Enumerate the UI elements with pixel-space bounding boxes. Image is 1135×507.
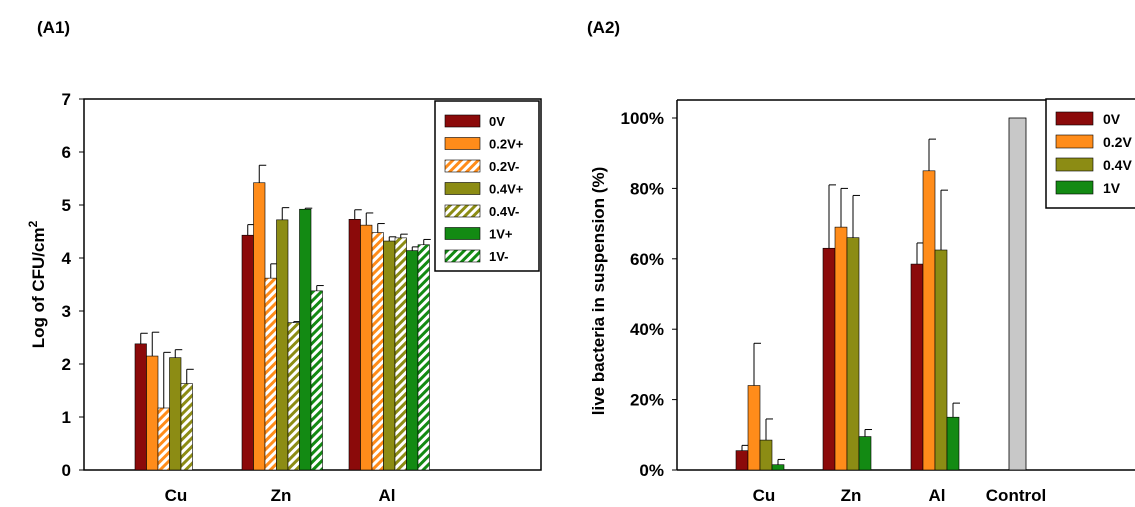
legend-swatch-0-4v xyxy=(1055,157,1094,172)
bar-0-4v-cu xyxy=(180,383,193,471)
legend-swatch-0v xyxy=(444,114,481,128)
legend-swatch-1v xyxy=(444,227,481,240)
legend-label-0v: 0V xyxy=(489,114,505,129)
y-tick-label-a2: 40% xyxy=(630,320,664,339)
chart-a2: 0% 20% 40% 60% 80% 100% live bacteria in suspe… xyxy=(589,98,1135,505)
legend-label-0-4v: 0.4V xyxy=(1103,157,1132,173)
y-tick-label-a1: 7 xyxy=(62,90,71,109)
y-tick-label-a1: 0 xyxy=(62,461,71,480)
bar-0v-cu xyxy=(134,343,147,471)
bar-0-2v-zn xyxy=(834,226,848,471)
y-tick-label-a1: 5 xyxy=(62,196,71,215)
x-tick-label-control: Control xyxy=(986,486,1046,505)
bar-0v-al xyxy=(910,263,924,471)
bar-0-4v-al xyxy=(383,240,396,471)
legend-swatch-0-2v xyxy=(1055,134,1094,149)
y-tick-label-a1: 6 xyxy=(62,143,71,162)
y-axis-label-a2: live bacteria in suspension (%) xyxy=(589,167,608,415)
bar-0v-al xyxy=(348,219,361,471)
bar-0v-zn xyxy=(822,247,836,471)
x-tick-label-al: Al xyxy=(379,486,396,505)
bar-1v-al xyxy=(406,250,419,471)
legend-swatch-1v xyxy=(1055,180,1094,195)
bar-1v-zn xyxy=(299,208,312,471)
x-tick-label-al: Al xyxy=(929,486,946,505)
bar-0-2v-cu xyxy=(747,385,761,471)
legend-label-0-4v: 0.4V- xyxy=(489,204,519,219)
y-tick-label-a2: 100% xyxy=(621,109,664,128)
legend-swatch-1v xyxy=(444,249,481,263)
bar-0-2v-al xyxy=(922,170,936,471)
legend-swatch-0-4v xyxy=(444,204,481,218)
legend-label-0-2v: 0.2V- xyxy=(489,159,519,174)
legend-label-0-2v: 0.2V xyxy=(1103,134,1132,150)
bar-0-2v-cu xyxy=(157,407,170,471)
legend-label-0v: 0V xyxy=(1103,111,1121,127)
y-tick-label-a2: 60% xyxy=(630,250,664,269)
bar-0-4v-cu xyxy=(759,439,773,471)
bar-0-4v-cu xyxy=(169,357,182,471)
y-tick-label-a1: 4 xyxy=(62,249,72,268)
y-tick-label-a1: 1 xyxy=(62,408,71,427)
bar-0v-zn xyxy=(241,234,254,471)
bar-0-4v-zn xyxy=(846,237,860,471)
y-tick-label-a2: 0% xyxy=(639,461,664,480)
bar-0-4v-al xyxy=(394,237,407,471)
chart-a1: 0 1 2 3 4 5 6 7 Log of CFU/cm2 Cu Zn Al 0V 0.2V+ 0.2V-… xyxy=(26,90,542,505)
bar-1v-al xyxy=(417,244,430,471)
bar-0-2v-zn xyxy=(264,277,277,471)
bar-1v-cu xyxy=(771,464,785,471)
legend-swatch-0-2v xyxy=(444,137,481,150)
bar-0-2v-zn xyxy=(253,182,266,471)
legend-label-0-4v: 0.4V+ xyxy=(489,182,524,197)
bar-0-4v-al xyxy=(934,249,948,471)
x-tick-label-cu: Cu xyxy=(753,486,776,505)
bar-0-2v-al xyxy=(360,224,373,471)
bar-control xyxy=(1008,117,1027,471)
bar-0v-cu xyxy=(735,450,749,471)
y-tick-label-a1: 2 xyxy=(62,355,71,374)
x-tick-label-zn: Zn xyxy=(841,486,862,505)
x-tick-label-zn: Zn xyxy=(271,486,292,505)
bar-0-2v-al xyxy=(371,232,384,471)
y-axis-label-a1: Log of CFU/cm2 xyxy=(26,220,48,348)
bar-0-2v-cu xyxy=(146,355,159,471)
y-tick-label-a2: 20% xyxy=(630,391,664,410)
legend-label-1v: 1V+ xyxy=(489,227,513,242)
y-tick-label-a2: 80% xyxy=(630,179,664,198)
bar-0-4v-zn xyxy=(287,322,300,471)
legend-swatch-0-4v xyxy=(444,182,481,195)
bar-1v-zn xyxy=(310,290,323,471)
legend-label-1v: 1V xyxy=(1103,180,1121,196)
x-tick-label-cu: Cu xyxy=(165,486,188,505)
y-tick-label-a1: 3 xyxy=(62,302,71,321)
legend-swatch-0v xyxy=(1055,111,1094,126)
legend-swatch-0-2v xyxy=(444,159,481,173)
bar-1v-zn xyxy=(858,436,872,471)
panel-label-a2: (A2) xyxy=(587,18,621,37)
y-axis-label-superscript: 2 xyxy=(26,220,40,227)
bar-0-4v-zn xyxy=(276,219,289,471)
panel-label-a1: (A1) xyxy=(37,18,71,37)
legend-label-0-2v: 0.2V+ xyxy=(489,137,524,152)
legend-label-1v: 1V- xyxy=(489,249,509,264)
bar-1v-al xyxy=(946,416,960,471)
